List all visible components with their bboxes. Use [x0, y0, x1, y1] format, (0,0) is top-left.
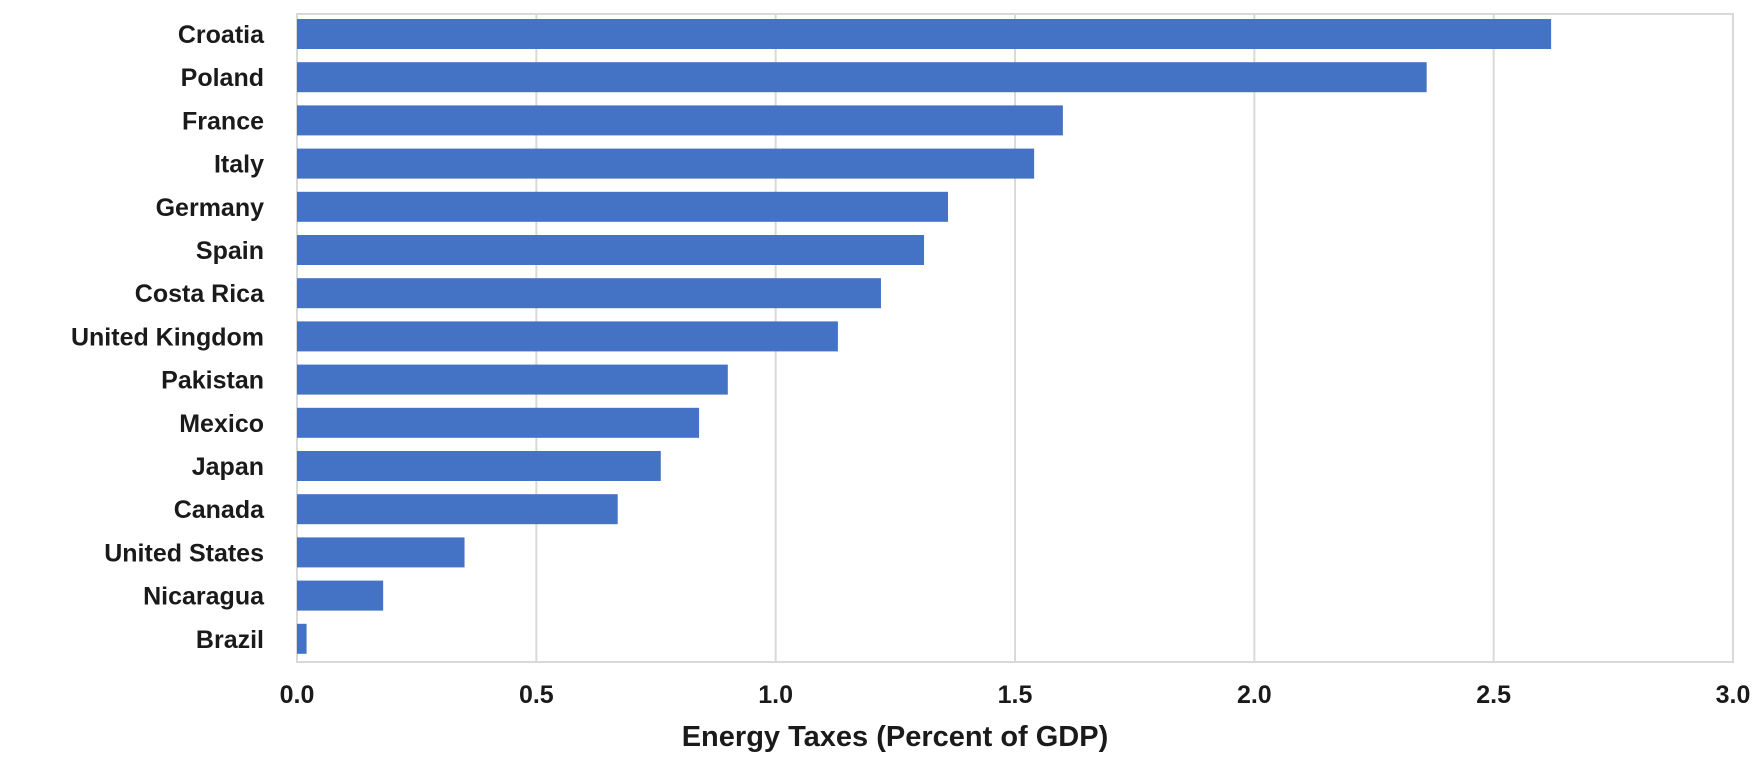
- bar: [297, 407, 700, 438]
- x-tick-label: 0.5: [519, 681, 554, 709]
- category-label: Brazil: [196, 626, 264, 654]
- bar: [297, 278, 881, 309]
- x-tick-label: 2.5: [1476, 681, 1511, 709]
- bar: [297, 321, 838, 352]
- bar: [297, 235, 925, 265]
- category-label: United Kingdom: [71, 323, 264, 351]
- x-tick-label: 1.5: [998, 681, 1033, 709]
- category-label: Croatia: [178, 21, 265, 49]
- bar: [297, 494, 618, 525]
- bar: [297, 451, 661, 481]
- bar: [297, 62, 1427, 93]
- bar: [297, 148, 1035, 179]
- category-label: Mexico: [179, 410, 264, 438]
- bar: [297, 105, 1063, 136]
- x-tick-label: 2.0: [1237, 681, 1272, 709]
- bar: [297, 19, 1552, 49]
- bar: [297, 623, 307, 654]
- bar: [297, 580, 384, 611]
- bar: [297, 364, 728, 395]
- category-label: Canada: [174, 496, 265, 524]
- category-label: Spain: [196, 237, 264, 265]
- bars: [297, 19, 1552, 654]
- category-label: United States: [104, 539, 264, 567]
- category-label: Germany: [156, 194, 264, 222]
- bar: [297, 537, 465, 568]
- x-tick-labels: 0.0 0.5 1.0 1.5 2.0 2.5 3.0: [280, 681, 1751, 709]
- category-label: Poland: [181, 64, 264, 92]
- bar: [297, 191, 948, 222]
- category-label: Nicaragua: [143, 583, 265, 611]
- category-labels: Croatia Poland France Italy Germany Spain Cost…: [71, 21, 265, 654]
- category-label: Japan: [192, 453, 264, 481]
- category-label: Pakistan: [161, 367, 264, 395]
- category-label: Italy: [214, 151, 264, 179]
- x-tick-label: 0.0: [280, 681, 315, 709]
- x-axis-title: Energy Taxes (Percent of GDP): [682, 721, 1109, 753]
- category-label: Costa Rica: [135, 280, 265, 308]
- category-label: France: [182, 107, 264, 135]
- x-tick-label: 1.0: [758, 681, 793, 709]
- x-tick-label: 3.0: [1716, 681, 1751, 709]
